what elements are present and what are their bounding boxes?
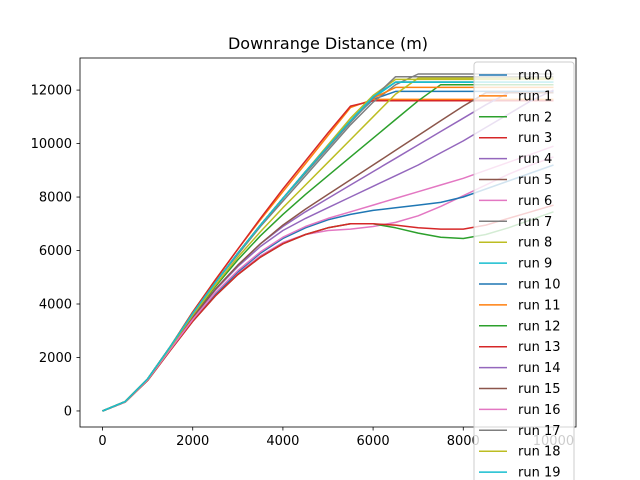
legend-label-run-13: run 13 bbox=[518, 340, 561, 355]
y-tick-label: 6000 bbox=[39, 244, 72, 259]
legend-box bbox=[473, 61, 575, 480]
x-tick-label: 6000 bbox=[357, 434, 390, 449]
legend-label-run-9: run 9 bbox=[518, 257, 552, 272]
legend-label-run-19: run 19 bbox=[518, 466, 561, 480]
y-tick-label: 12000 bbox=[31, 84, 72, 99]
legend-label-run-1: run 1 bbox=[518, 89, 552, 104]
x-tick-label: 8000 bbox=[447, 434, 480, 449]
x-tick-label: 0 bbox=[98, 434, 106, 449]
legend-label-run-8: run 8 bbox=[518, 236, 552, 251]
y-tick-label: 2000 bbox=[39, 351, 72, 366]
legend-label-run-15: run 15 bbox=[518, 382, 561, 397]
legend-label-run-11: run 11 bbox=[518, 298, 561, 313]
legend-label-run-0: run 0 bbox=[518, 69, 552, 84]
y-tick-label: 0 bbox=[64, 404, 72, 419]
y-tick-label: 8000 bbox=[39, 191, 72, 206]
legend-label-run-4: run 4 bbox=[518, 152, 552, 167]
legend-label-run-14: run 14 bbox=[518, 361, 561, 376]
legend-label-run-5: run 5 bbox=[518, 173, 552, 188]
legend-label-run-17: run 17 bbox=[518, 424, 561, 439]
legend-label-run-12: run 12 bbox=[518, 319, 561, 334]
y-tick-label: 4000 bbox=[39, 298, 72, 313]
legend-label-run-6: run 6 bbox=[518, 194, 552, 209]
legend-label-run-2: run 2 bbox=[518, 110, 552, 125]
chart-title: Downrange Distance (m) bbox=[228, 34, 428, 53]
legend: run 0 run 1 run 2 run 3 run 4 run 5 run 6 run 7… bbox=[473, 61, 575, 480]
legend-label-run-7: run 7 bbox=[518, 215, 552, 230]
legend-label-run-10: run 10 bbox=[518, 278, 561, 293]
legend-label-run-16: run 16 bbox=[518, 403, 561, 418]
axes-frame bbox=[79, 57, 577, 428]
legend-label-run-3: run 3 bbox=[518, 131, 552, 146]
y-tick-label: 10000 bbox=[31, 137, 72, 152]
x-tick-label: 4000 bbox=[266, 434, 299, 449]
legend-label-run-18: run 18 bbox=[518, 445, 561, 460]
x-tick-label: 2000 bbox=[176, 434, 209, 449]
